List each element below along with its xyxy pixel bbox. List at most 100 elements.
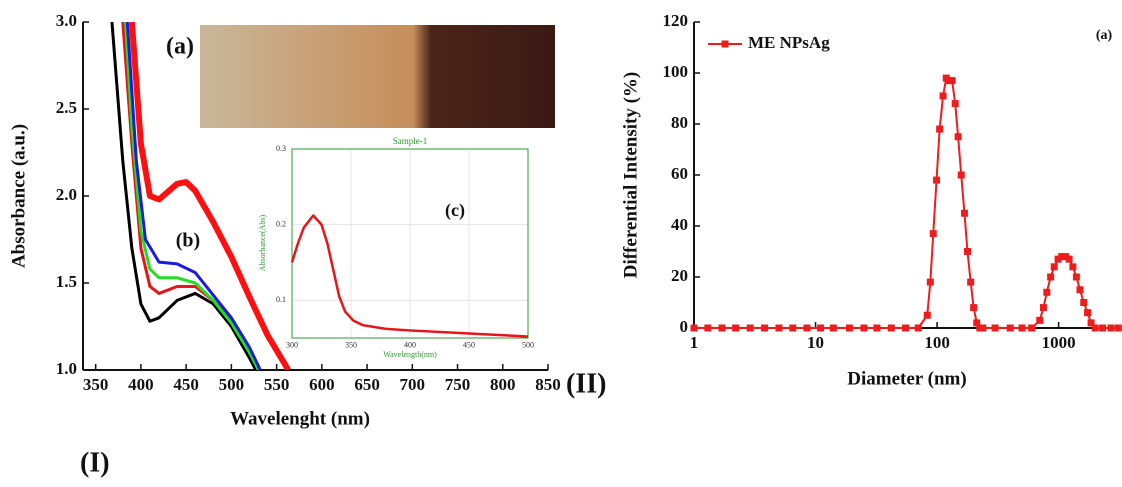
data-point	[1043, 288, 1051, 296]
data-point	[1006, 324, 1014, 332]
y-tick-label: 40	[671, 215, 688, 234]
x-tick-label: 10	[807, 333, 824, 352]
x-tick-label: 1	[690, 333, 699, 352]
y-tick-label: 1.5	[56, 272, 77, 291]
data-point	[1039, 304, 1047, 312]
y-tick-label: 0	[680, 317, 689, 336]
data-point	[957, 171, 965, 179]
y-tick-label: 0.2	[276, 219, 286, 228]
data-point	[873, 324, 881, 332]
x-tick-label: 1000	[1042, 333, 1076, 352]
data-point	[979, 324, 987, 332]
data-line	[110, 22, 258, 370]
data-point	[1047, 273, 1055, 281]
y-axis-label: Absorbance(Abs)	[258, 214, 267, 271]
data-point	[1114, 324, 1122, 332]
y-tick-label: 2.5	[56, 98, 77, 117]
data-point	[973, 319, 981, 327]
y-tick-label: 0.1	[276, 295, 286, 304]
data-point	[1107, 324, 1115, 332]
chart-title: Sample-1	[393, 136, 428, 146]
data-point	[926, 278, 934, 286]
data-point	[967, 278, 975, 286]
data-point	[902, 324, 910, 332]
data-point	[1050, 263, 1058, 271]
x-tick-label: 450	[463, 340, 475, 349]
x-tick-label: 500	[522, 340, 534, 349]
y-axis-label: Differential Intensity (%)	[620, 72, 641, 279]
data-point	[775, 324, 783, 332]
data-point	[991, 324, 999, 332]
legend-marker	[721, 40, 729, 48]
data-point	[690, 324, 698, 332]
y-tick-label: 20	[671, 266, 688, 285]
data-point	[936, 125, 944, 133]
x-tick-label: 850	[535, 375, 561, 394]
data-point	[887, 324, 895, 332]
data-point	[1018, 324, 1026, 332]
y-tick-label: 3.0	[56, 11, 77, 30]
x-tick-label: 700	[400, 375, 426, 394]
data-point	[1099, 324, 1107, 332]
y-tick-label: 100	[663, 62, 689, 81]
data-point	[914, 324, 922, 332]
data-point	[1069, 263, 1077, 271]
data-point	[1058, 253, 1066, 261]
data-point	[951, 100, 959, 108]
x-tick-label: 500	[219, 375, 245, 394]
data-line	[124, 22, 260, 370]
x-tick-label: 800	[490, 375, 516, 394]
data-point	[1028, 324, 1036, 332]
data-point	[964, 248, 972, 255]
data-point	[746, 324, 754, 332]
data-point	[803, 324, 811, 332]
x-tick-label: 450	[173, 375, 199, 394]
y-tick-label: 120	[663, 11, 689, 30]
data-point	[1091, 324, 1099, 332]
data-point	[923, 311, 931, 319]
inset-photo	[200, 25, 555, 128]
y-tick-label: 2.0	[56, 185, 77, 204]
data-point	[1087, 319, 1095, 327]
data-line	[125, 22, 262, 370]
data-line	[128, 22, 291, 370]
data-point	[829, 324, 837, 332]
x-tick-label: 100	[924, 333, 950, 352]
x-tick-label: 350	[83, 375, 109, 394]
data-point	[1065, 255, 1073, 263]
data-point	[939, 92, 947, 100]
y-tick-label: 0.3	[276, 144, 286, 153]
data-point	[1080, 299, 1088, 306]
data-point	[1076, 286, 1084, 294]
y-axis-label: Absorbance (a.u.)	[8, 124, 29, 268]
annotation: (b)	[176, 230, 200, 252]
y-tick-label: 1.0	[56, 359, 77, 378]
x-tick-label: 550	[264, 375, 290, 394]
data-point	[732, 324, 740, 332]
y-tick-label: 60	[671, 164, 688, 183]
legend-label: ME NPsAg	[748, 33, 830, 52]
x-axis-label: Wavelenght (nm)	[230, 408, 370, 429]
data-point	[789, 324, 797, 332]
data-point	[929, 230, 937, 238]
data-point	[954, 133, 962, 141]
x-tick-label: 350	[345, 340, 357, 349]
annotation: (a)	[1096, 28, 1113, 43]
data-point	[845, 324, 853, 332]
x-tick-label: 400	[404, 340, 416, 349]
x-tick-label: 600	[309, 375, 335, 394]
panel-label: (I)	[80, 447, 110, 478]
annotation: (a)	[166, 34, 194, 60]
x-tick-label: 300	[286, 340, 298, 349]
data-point	[718, 324, 726, 332]
data-point	[704, 324, 712, 332]
x-tick-label: 750	[445, 375, 471, 394]
x-tick-label: 400	[128, 375, 154, 394]
data-point	[1054, 255, 1062, 263]
data-point	[1072, 273, 1080, 281]
data-point	[817, 324, 825, 332]
data-point	[860, 324, 868, 332]
data-line	[694, 77, 1119, 329]
x-tick-label: 650	[354, 375, 380, 394]
